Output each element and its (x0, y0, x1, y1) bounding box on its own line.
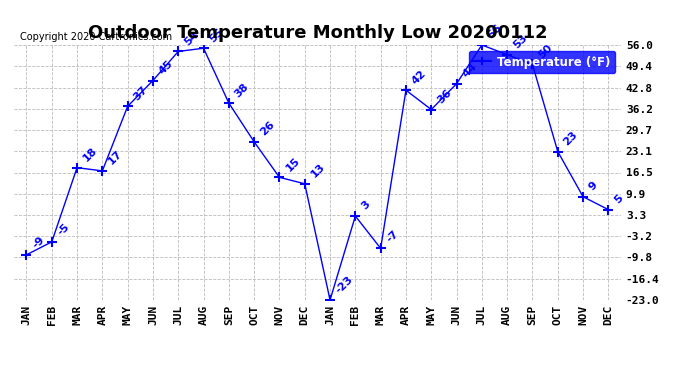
Text: 44: 44 (461, 62, 479, 80)
Title: Outdoor Temperature Monthly Low 20200112: Outdoor Temperature Monthly Low 20200112 (88, 24, 547, 42)
Text: 15: 15 (284, 155, 302, 173)
Text: 23: 23 (562, 129, 580, 147)
Text: 53: 53 (511, 33, 529, 51)
Text: 42: 42 (410, 68, 428, 86)
Text: Copyright 2020 Cartronics.com: Copyright 2020 Cartronics.com (20, 33, 172, 42)
Text: 56: 56 (486, 23, 504, 41)
Text: 45: 45 (157, 58, 175, 76)
Text: 38: 38 (233, 81, 251, 99)
Text: -7: -7 (385, 228, 401, 244)
Text: -5: -5 (56, 222, 72, 238)
Text: 3: 3 (359, 200, 372, 212)
Text: 5: 5 (613, 193, 625, 206)
Legend: Temperature (°F): Temperature (°F) (469, 51, 615, 74)
Text: 55: 55 (208, 26, 226, 44)
Text: 26: 26 (258, 120, 277, 138)
Text: -9: -9 (30, 235, 46, 250)
Text: 13: 13 (309, 162, 327, 180)
Text: 17: 17 (106, 149, 125, 167)
Text: 37: 37 (132, 84, 150, 102)
Text: -23: -23 (334, 274, 355, 296)
Text: 54: 54 (182, 29, 201, 47)
Text: 36: 36 (435, 87, 453, 105)
Text: 9: 9 (587, 180, 600, 192)
Text: 18: 18 (81, 146, 99, 164)
Text: 50: 50 (537, 42, 555, 60)
